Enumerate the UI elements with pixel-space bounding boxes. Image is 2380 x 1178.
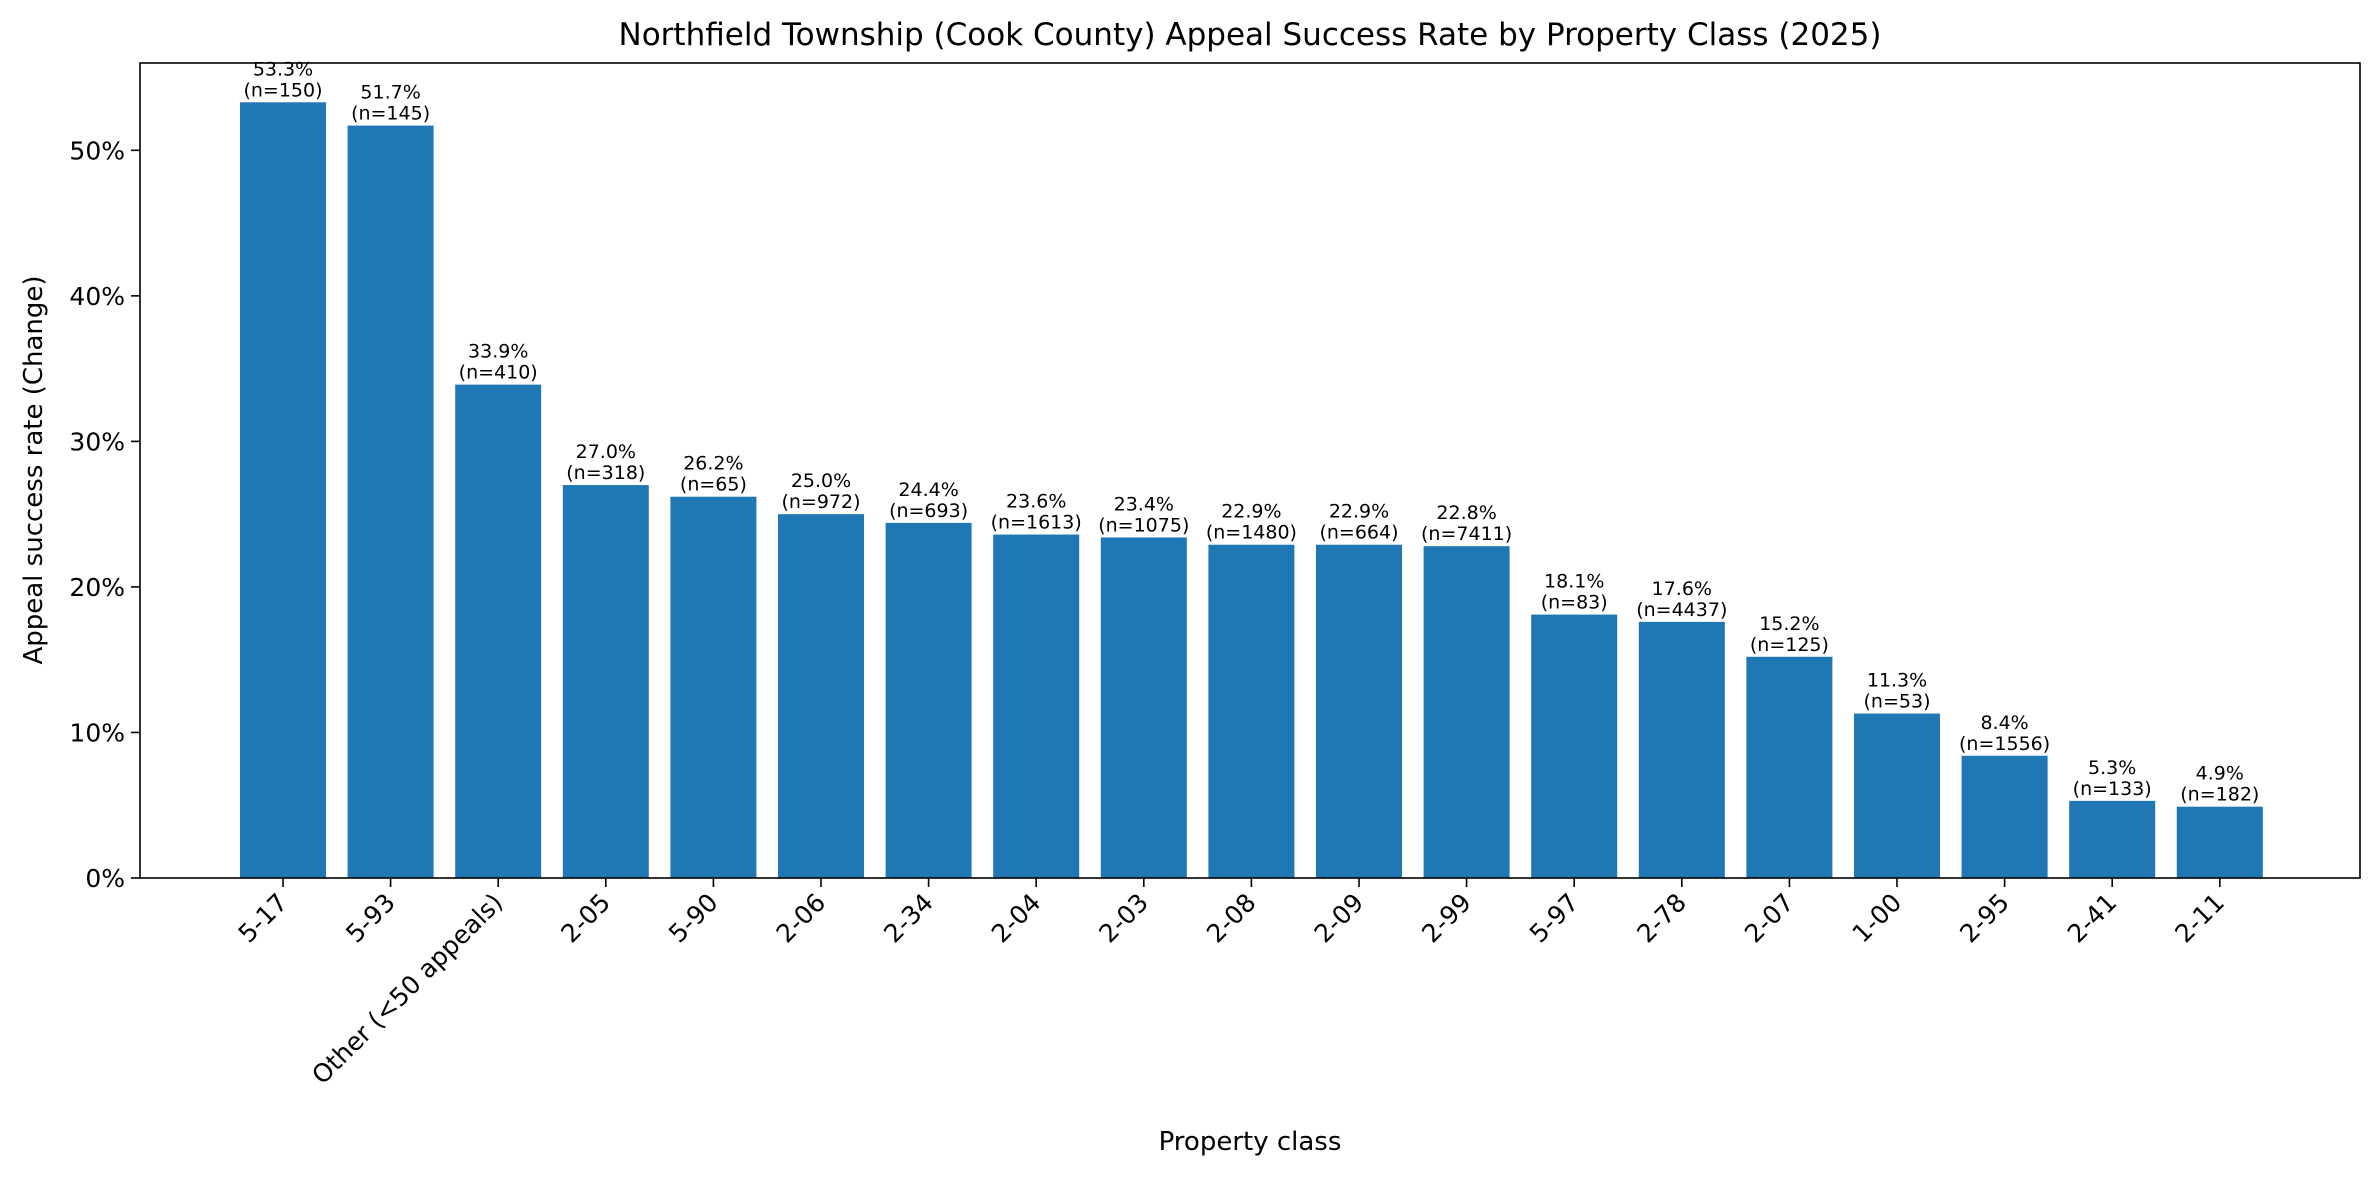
x-tick-label: 2-08: [1201, 888, 1262, 949]
x-tick-label: 2-95: [1954, 888, 2015, 949]
bar: [778, 514, 864, 878]
bar-value-label: 22.9%: [1329, 501, 1389, 523]
bar: [1100, 537, 1187, 878]
plot-area-frame: [139, 62, 2361, 879]
bar-value-label: 25.0%: [791, 470, 851, 492]
y-axis-ticks: 0% 10% 20% 30% 40% 50%: [69, 136, 140, 893]
bar: [2069, 800, 2156, 878]
x-tick-label: 2-06: [771, 888, 832, 949]
x-tick-label: 5-93: [340, 888, 401, 949]
y-tick-label: 0%: [85, 864, 125, 893]
bar-value-label: 23.6%: [1006, 491, 1066, 513]
bar-value-label: 15.2%: [1759, 613, 1819, 635]
bar-count-label: (n=1613): [991, 512, 1082, 534]
bar: [1961, 755, 2048, 878]
y-axis-label: Appeal success rate (Change): [19, 275, 49, 664]
bar-count-label: (n=125): [1750, 634, 1829, 656]
x-tick-label: 2-05: [555, 888, 616, 949]
x-tick-label: 5-90: [663, 888, 724, 949]
bar: [1531, 614, 1618, 878]
x-axis-label: Property class: [1159, 1127, 1342, 1157]
bar-count-label: (n=1556): [1959, 733, 2050, 755]
bar-count-label: (n=65): [680, 474, 747, 496]
y-tick-label: 20%: [69, 573, 125, 602]
bar-value-label: 17.6%: [1652, 578, 1712, 600]
bar: [670, 496, 757, 878]
x-tick-label: 2-78: [1631, 888, 1692, 949]
bar-count-label: (n=1075): [1098, 514, 1189, 536]
bar-count-label: (n=664): [1319, 522, 1398, 544]
bars: [240, 102, 2263, 879]
bar: [993, 534, 1080, 878]
bar-count-label: (n=1480): [1206, 522, 1297, 544]
bar-value-label: 53.3%: [253, 58, 313, 80]
y-tick-label: 10%: [69, 718, 125, 747]
bar-value-label: 8.4%: [1980, 712, 2028, 734]
bar-count-label: (n=4437): [1636, 599, 1727, 621]
bar-count-label: (n=150): [243, 79, 322, 101]
bar-count-label: (n=693): [889, 500, 968, 522]
x-tick-label: 2-11: [2169, 888, 2230, 949]
bar-count-label: (n=318): [566, 462, 645, 484]
bar: [1316, 544, 1402, 878]
bar: [347, 125, 434, 878]
bar: [1638, 621, 1725, 878]
bar: [1423, 546, 1510, 878]
bar: [885, 522, 972, 878]
bar-count-label: (n=972): [781, 491, 860, 513]
x-tick-label: 2-41: [2062, 888, 2123, 949]
bar-value-label: 27.0%: [576, 441, 636, 463]
bar: [1746, 656, 1833, 878]
bar: [2176, 806, 2263, 878]
bar-value-label: 22.9%: [1221, 501, 1281, 523]
bar-value-label: 24.4%: [898, 479, 958, 501]
x-tick-label: 5-17: [233, 888, 294, 949]
bar-count-label: (n=145): [351, 103, 430, 125]
bar-count-label: (n=182): [2180, 784, 2259, 806]
x-tick-label: 2-04: [986, 888, 1047, 949]
x-tick-label: 1-00: [1847, 888, 1908, 949]
bar: [240, 102, 326, 879]
x-tick-label: 2-09: [1309, 888, 1370, 949]
x-tick-label: Other (<50 appeals): [306, 888, 508, 1090]
bar-value-label: 23.4%: [1114, 493, 1174, 515]
bar-count-label: (n=83): [1541, 592, 1608, 614]
bar: [562, 485, 649, 878]
bar-value-label: 11.3%: [1867, 670, 1927, 692]
bar-count-label: (n=133): [2073, 778, 2152, 800]
bar-count-label: (n=410): [459, 362, 538, 384]
bar: [1208, 544, 1295, 878]
bar-labels: 53.3%(n=150) 51.7%(n=145) 33.9%(n=410) 27.0…: [243, 58, 2259, 805]
y-tick-label: 30%: [69, 427, 125, 456]
bar-value-label: 18.1%: [1544, 571, 1604, 593]
bar-value-label: 26.2%: [683, 453, 743, 475]
y-tick-label: 40%: [69, 282, 125, 311]
x-tick-label: 5-97: [1524, 888, 1585, 949]
x-tick-label: 2-07: [1739, 888, 1800, 949]
bar-value-label: 5.3%: [2088, 757, 2136, 779]
bar-value-label: 51.7%: [360, 82, 420, 104]
x-tick-label: 2-99: [1416, 888, 1477, 949]
bar: [455, 384, 542, 878]
chart-title: Northfield Township (Cook County) Appeal…: [619, 17, 1882, 53]
bar-value-label: 4.9%: [2196, 763, 2244, 785]
y-tick-label: 50%: [69, 136, 125, 165]
x-tick-label: 2-03: [1093, 888, 1154, 949]
bar-value-label: 22.8%: [1436, 502, 1496, 524]
x-tick-label: 2-34: [878, 888, 939, 949]
bar-count-label: (n=53): [1864, 691, 1931, 713]
bar: [1854, 713, 1940, 878]
bar-value-label: 33.9%: [468, 341, 528, 363]
bar-count-label: (n=7411): [1421, 523, 1512, 545]
